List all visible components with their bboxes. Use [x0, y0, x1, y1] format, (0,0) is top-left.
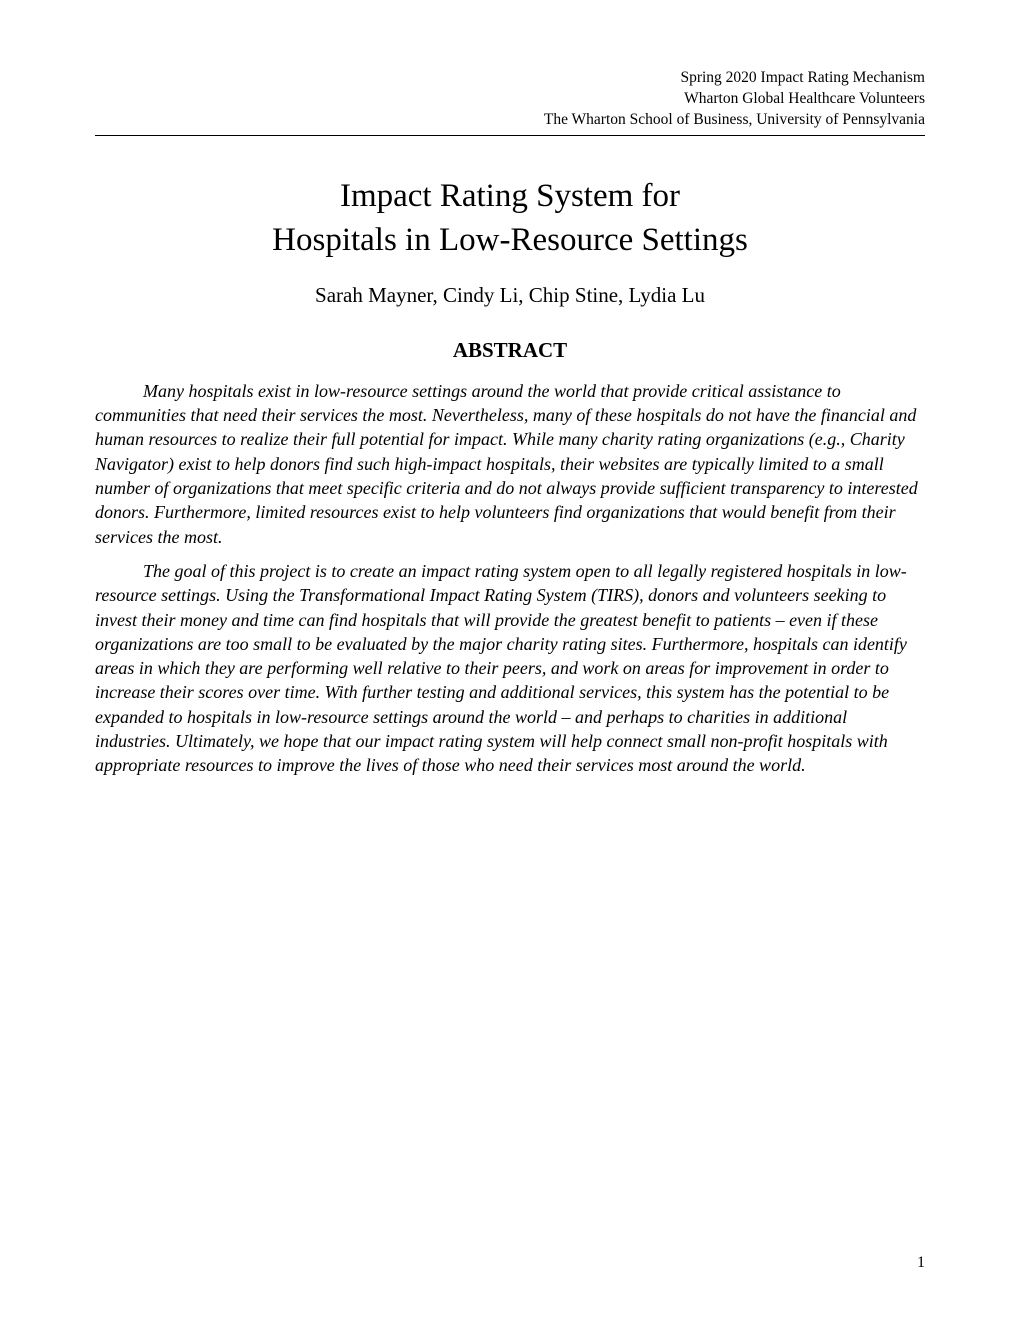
header-line-1: Spring 2020 Impact Rating Mechanism — [95, 68, 925, 89]
abstract-paragraph-2: The goal of this project is to create an… — [95, 559, 925, 778]
document-header: Spring 2020 Impact Rating Mechanism Whar… — [95, 68, 925, 136]
header-line-2: Wharton Global Healthcare Volunteers — [95, 89, 925, 110]
page-number: 1 — [917, 1254, 925, 1272]
authors: Sarah Mayner, Cindy Li, Chip Stine, Lydi… — [95, 283, 925, 308]
title-line-2: Hospitals in Low-Resource Settings — [272, 222, 748, 258]
paper-title: Impact Rating System for Hospitals in Lo… — [95, 174, 925, 263]
title-line-1: Impact Rating System for — [340, 178, 680, 214]
abstract-heading: ABSTRACT — [95, 338, 925, 363]
abstract-paragraph-1: Many hospitals exist in low-resource set… — [95, 379, 925, 549]
header-line-3: The Wharton School of Business, Universi… — [95, 110, 925, 131]
